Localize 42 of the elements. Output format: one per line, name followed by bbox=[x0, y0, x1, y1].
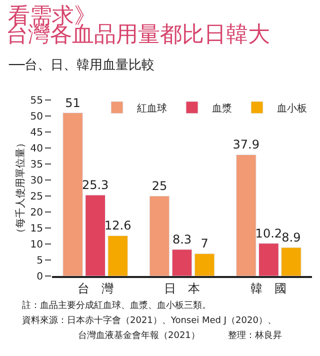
data-label: 37.9 bbox=[232, 138, 260, 152]
source-note: 資料來源：日本赤十字會（2021）、Yonsei Med J（2020）、 bbox=[22, 315, 276, 326]
x-tick-label: 日 本 bbox=[164, 281, 200, 296]
bar bbox=[85, 194, 106, 276]
legend-label: 血漿 bbox=[212, 102, 232, 114]
y-tick-label: 35 bbox=[30, 160, 43, 170]
x-tick-label: 韓 國 bbox=[250, 281, 287, 296]
y-tick-label: 15 bbox=[30, 224, 43, 234]
data-label: 8.9 bbox=[282, 230, 301, 245]
y-tick-label: 50 bbox=[30, 112, 43, 122]
bar bbox=[258, 243, 279, 276]
text: 台灣血液基金會年報（2021） bbox=[78, 330, 200, 341]
text: 註：血品主要分成紅血球、血漿、血小板三類。 bbox=[22, 300, 211, 311]
data-label: 10.2 bbox=[255, 226, 282, 240]
bar bbox=[149, 196, 170, 276]
data-label: 25.3 bbox=[82, 178, 109, 192]
legend-label: 紅血球 bbox=[137, 102, 167, 114]
data-label: 12.6 bbox=[104, 218, 132, 233]
bar bbox=[281, 247, 302, 276]
y-tick-label: 30 bbox=[30, 176, 43, 186]
y-axis-title: （每千人使用單位量） bbox=[14, 138, 26, 238]
text: 整理：林良昇 bbox=[228, 330, 282, 341]
bar bbox=[62, 112, 83, 276]
y-tick-label: 25 bbox=[30, 192, 43, 202]
y-tick-label: 0 bbox=[36, 272, 43, 282]
x-tick-label: 台 灣 bbox=[77, 281, 114, 296]
bar bbox=[236, 154, 256, 276]
chart-subtitle: ──台、日、韓用血量比較 bbox=[8, 58, 155, 73]
bar bbox=[108, 235, 128, 276]
data-label: 25 bbox=[152, 179, 168, 193]
y-tick-label: 40 bbox=[30, 144, 43, 154]
bar bbox=[172, 249, 192, 276]
legend-label: 血小板 bbox=[277, 102, 307, 114]
y-tick-label: 10 bbox=[30, 240, 43, 250]
y-tick-label: 20 bbox=[30, 208, 43, 218]
y-tick-label: 55 bbox=[30, 96, 43, 106]
y-tick-label: 5 bbox=[36, 256, 43, 266]
data-label: 51 bbox=[65, 96, 80, 110]
data-label: 7 bbox=[200, 236, 208, 251]
y-tick-label: 45 bbox=[30, 128, 43, 138]
bar bbox=[194, 253, 215, 276]
data-label: 8.3 bbox=[172, 232, 192, 246]
